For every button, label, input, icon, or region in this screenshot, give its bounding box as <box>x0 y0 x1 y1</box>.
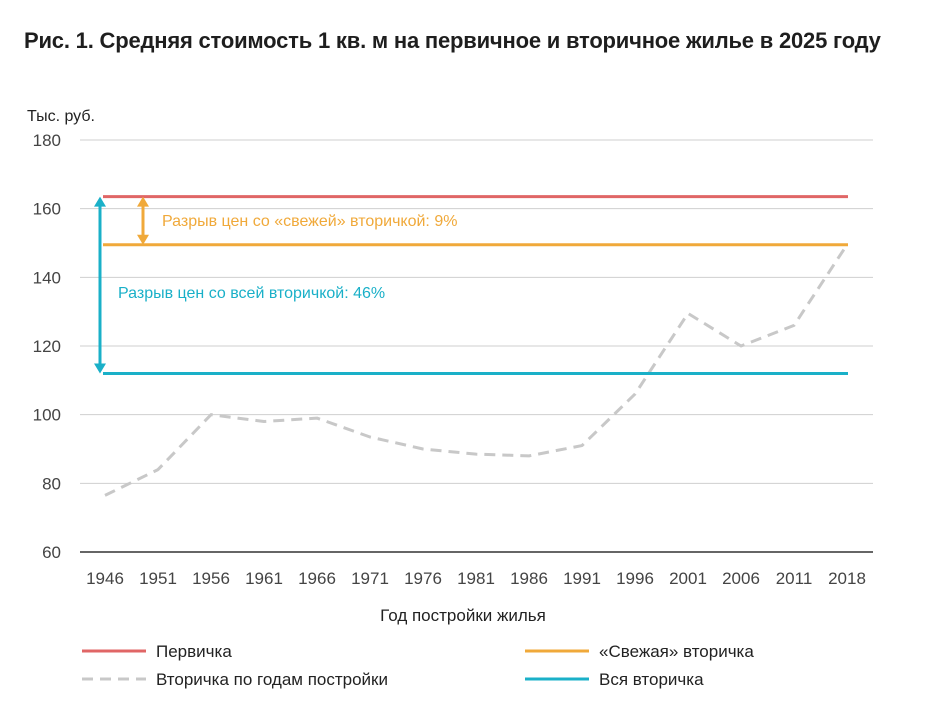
x-tick-label: 1981 <box>457 569 495 588</box>
x-tick-label: 2018 <box>828 569 866 588</box>
x-tick-label: 1986 <box>510 569 548 588</box>
y-tick-label: 80 <box>42 474 61 493</box>
series-layer <box>103 195 849 497</box>
x-tick-label: 1971 <box>351 569 389 588</box>
x-tick-label: 2006 <box>722 569 760 588</box>
legend-label: Первичка <box>156 642 232 661</box>
x-ticks: 1946 1951 1956 1961 1966 1971 1976 1981 1986 1991… <box>86 569 866 588</box>
legend: Первичка «Свежая» вторичка Вторичка по год… <box>82 642 754 689</box>
y-ticks: 60 80 100 120 140 160 180 <box>33 131 61 562</box>
y-tick-label: 140 <box>33 268 61 287</box>
annotation-arrowhead-down <box>94 363 106 374</box>
annotations: Разрыв цен со «свежей» вторичкой: 9% Разр… <box>94 196 457 374</box>
x-tick-label: 1966 <box>298 569 336 588</box>
x-axis-label: Год постройки жилья <box>380 606 546 625</box>
legend-label: Вторичка по годам постройки <box>156 670 388 689</box>
x-tick-label: 1961 <box>245 569 283 588</box>
grid <box>80 139 873 553</box>
x-tick-label: 1951 <box>139 569 177 588</box>
annotation-arrowhead-up <box>137 196 149 207</box>
y-tick-label: 60 <box>42 543 61 562</box>
legend-label: Вся вторичка <box>599 670 704 689</box>
x-tick-label: 2011 <box>776 569 813 588</box>
annotation-label: Разрыв цен со всей вторичкой: 46% <box>118 285 385 302</box>
y-tick-label: 120 <box>33 337 61 356</box>
annotation-label: Разрыв цен со «свежей» вторичкой: 9% <box>162 213 457 230</box>
legend-label: «Свежая» вторичка <box>599 642 754 661</box>
x-tick-label: 1976 <box>404 569 442 588</box>
x-tick-label: 1956 <box>192 569 230 588</box>
x-tick-label: 1946 <box>86 569 124 588</box>
annotation-arrowhead-down <box>137 234 149 245</box>
series-line-Вторичка по годам постройки <box>104 243 849 497</box>
annotation-arrowhead-up <box>94 196 106 207</box>
x-tick-label: 1991 <box>563 569 601 588</box>
y-tick-label: 100 <box>33 406 61 425</box>
y-tick-label: 160 <box>33 200 61 219</box>
chart-title: Рис. 1. Средняя стоимость 1 кв. м на пер… <box>24 28 881 53</box>
y-tick-label: 180 <box>33 131 61 150</box>
x-tick-label: 1996 <box>616 569 654 588</box>
y-axis-unit: Тыс. руб. <box>27 108 95 125</box>
x-tick-label: 2001 <box>669 569 707 588</box>
